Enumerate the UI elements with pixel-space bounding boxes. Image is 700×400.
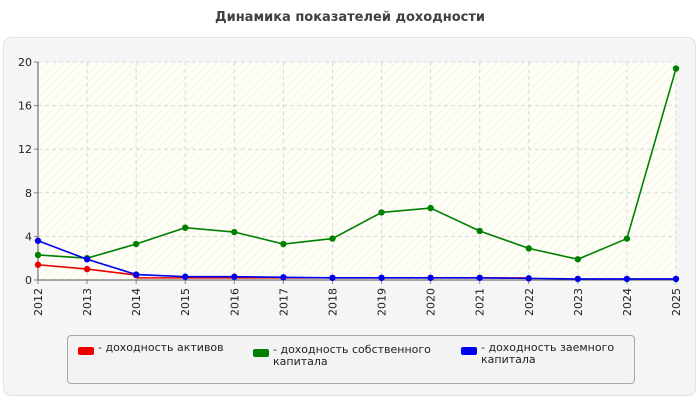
data-point-equity	[280, 240, 287, 248]
data-point-debt	[476, 274, 483, 282]
legend-label-equity: - доходность собственного капитала	[273, 343, 431, 368]
legend-item-debt: - доходность заемного капитала	[461, 342, 631, 366]
data-point-debt	[329, 274, 336, 282]
x-tick-label: 2016	[228, 288, 241, 316]
data-point-debt	[623, 275, 631, 283]
data-point-debt	[231, 273, 238, 280]
y-tick-label: 20	[18, 56, 32, 69]
data-point-debt	[280, 274, 287, 281]
legend-swatch-equity	[253, 349, 269, 357]
y-tick-label: 8	[25, 187, 32, 200]
legend-label-assets: - доходность активов	[98, 341, 224, 354]
chart-legend: - доходность активов - доходность собств…	[67, 335, 635, 384]
x-tick-label: 2021	[474, 288, 487, 316]
y-tick-label: 12	[18, 143, 32, 156]
data-point-debt	[83, 256, 91, 263]
x-tick-label: 2014	[130, 288, 143, 316]
data-point-debt	[574, 275, 582, 283]
legend-swatch-debt	[461, 347, 477, 355]
plot-hatch	[38, 62, 676, 280]
data-point-equity	[476, 227, 483, 235]
x-tick-label: 2013	[81, 288, 94, 316]
data-point-debt	[182, 273, 189, 280]
x-tick-label: 2012	[32, 288, 45, 316]
data-point-equity	[132, 240, 140, 248]
data-point-debt	[34, 237, 42, 244]
x-tick-label: 2019	[376, 288, 389, 316]
x-tick-label: 2017	[277, 288, 290, 316]
series-line-debt	[37, 240, 676, 280]
data-point-equity	[378, 209, 385, 216]
data-point-debt	[672, 275, 680, 283]
data-point-assets	[34, 261, 42, 268]
data-point-equity	[623, 235, 631, 242]
data-point-debt	[525, 275, 532, 282]
x-tick-label: 2023	[572, 288, 585, 316]
data-point-equity	[231, 228, 238, 236]
legend-item-assets: - доходность активов	[78, 342, 253, 355]
y-tick-label: 16	[18, 100, 32, 113]
x-tick-label: 2020	[425, 288, 438, 316]
y-tick-label: 0	[25, 274, 32, 287]
x-tick-label: 2015	[179, 288, 192, 316]
legend-item-equity: - доходность собственного капитала	[253, 344, 453, 368]
data-point-equity	[525, 245, 532, 252]
data-point-assets	[83, 265, 91, 273]
x-tick-label: 2018	[326, 288, 339, 316]
data-point-debt	[132, 271, 140, 278]
data-point-debt	[378, 274, 385, 282]
chart-title: Динамика показателей доходности	[215, 10, 485, 25]
x-tick-label: 2024	[621, 288, 634, 316]
legend-swatch-assets	[78, 347, 94, 355]
data-point-equity	[574, 256, 582, 263]
x-tick-label: 2025	[670, 288, 683, 316]
data-point-equity	[672, 65, 680, 72]
legend-label-debt: - доходность заемного капитала	[481, 341, 615, 366]
data-point-equity	[182, 224, 189, 231]
x-tick-label: 2022	[523, 288, 536, 316]
data-point-equity	[34, 251, 42, 259]
series-line-equity	[37, 68, 677, 261]
data-point-equity	[427, 204, 434, 212]
data-point-debt	[427, 274, 434, 282]
y-tick-label: 4	[25, 230, 32, 243]
data-point-equity	[329, 235, 336, 242]
